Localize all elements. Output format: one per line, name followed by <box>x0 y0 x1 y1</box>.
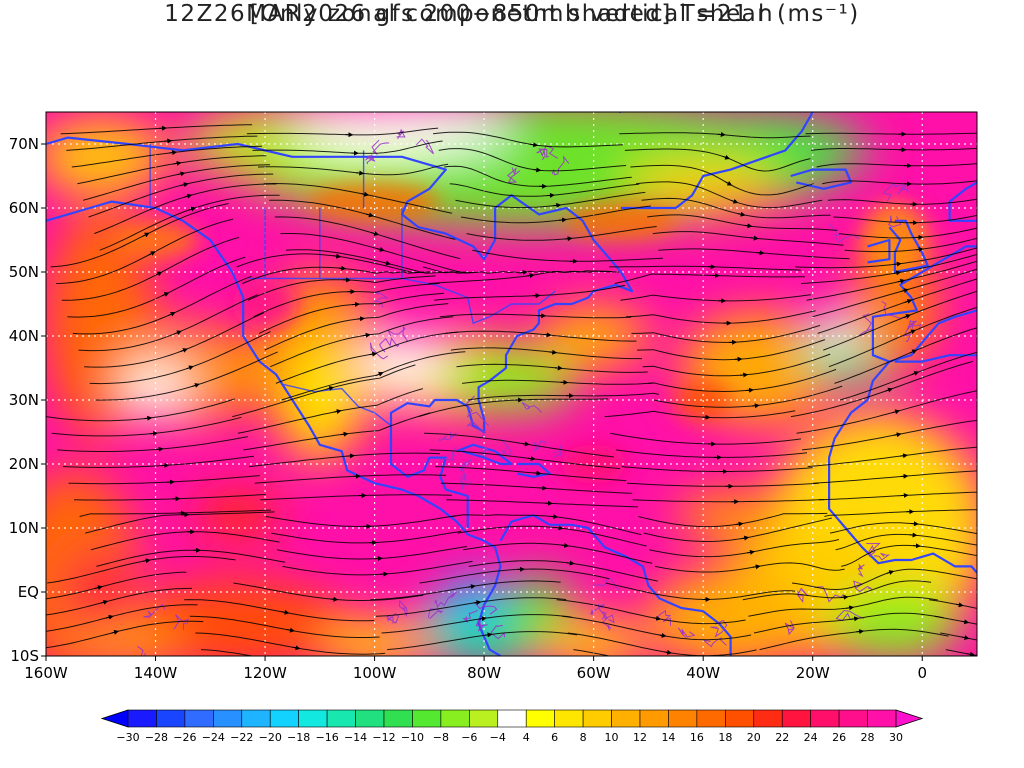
colorbar-label: −24 <box>202 731 225 744</box>
colorbar-swatch <box>696 709 726 728</box>
lat-tick-label: 60N <box>9 199 39 217</box>
colorbar-label: 22 <box>775 731 789 744</box>
colorbar-label: 20 <box>747 731 761 744</box>
colorbar-label: 4 <box>523 731 530 744</box>
colorbar-label: −22 <box>230 731 253 744</box>
colorbar-swatch <box>326 709 356 728</box>
colorbar-swatch <box>412 709 442 728</box>
lat-tick-label: 10N <box>9 519 39 537</box>
colorbar-label: 24 <box>804 731 818 744</box>
colorbar-swatch <box>241 709 271 728</box>
colorbar-swatch <box>298 709 328 728</box>
streamlines <box>46 124 977 656</box>
colorbar-label: 8 <box>580 731 587 744</box>
colorbar-label: −28 <box>145 731 168 744</box>
grid-lines <box>46 112 977 656</box>
colorbar-swatch <box>440 709 470 728</box>
colorbar-swatch <box>127 709 157 728</box>
colorbar-over-arrow <box>895 709 924 728</box>
colorbar-label: −18 <box>287 731 310 744</box>
lon-tick-label: 80W <box>467 664 501 682</box>
colorbar-swatch <box>582 709 612 728</box>
colorbar-label: 18 <box>718 731 732 744</box>
lat-tick-label: 30N <box>9 391 39 409</box>
colorbar: −30 −28 −26 −24 −22 −20 −18 −16 −14 −12 −10 −8 −6 −4 4… <box>100 709 924 744</box>
colorbar-label: −20 <box>259 731 282 744</box>
colorbar-under-arrow <box>100 709 129 728</box>
colorbar-swatch <box>753 709 783 728</box>
colorbar-swatch <box>269 709 299 728</box>
lat-tick-label: 20N <box>9 455 39 473</box>
colorbar-label: −10 <box>401 731 424 744</box>
colorbar-label: −26 <box>173 731 196 744</box>
colorbar-swatch <box>469 709 499 728</box>
colorbar-swatch <box>838 709 868 728</box>
colorbar-label: 16 <box>690 731 704 744</box>
colorbar-swatch <box>554 709 584 728</box>
colorbar-swatch <box>725 709 755 728</box>
colorbar-label: −30 <box>116 731 139 744</box>
lon-tick-label: 120W <box>243 664 287 682</box>
plot-area <box>46 112 977 656</box>
lat-tick-label: 10S <box>10 647 39 665</box>
colorbar-swatch <box>184 709 214 728</box>
colorbar-swatch <box>611 709 641 728</box>
colorbar-label: 14 <box>661 731 675 744</box>
colorbar-label: −8 <box>433 731 449 744</box>
lon-tick-label: 100W <box>353 664 397 682</box>
colorbar-label: 28 <box>861 731 875 744</box>
colorbar-swatch <box>355 709 385 728</box>
colorbar-swatch <box>383 709 413 728</box>
plot-frame <box>45 111 978 657</box>
colorbar-swatch <box>810 709 840 728</box>
lon-tick-label: 20W <box>796 664 830 682</box>
colorbar-label: 6 <box>551 731 558 744</box>
lat-tick-label: 50N <box>9 263 39 281</box>
colorbar-swatch <box>781 709 811 728</box>
colorbar-label: −6 <box>461 731 477 744</box>
lat-tick-label: 40N <box>9 327 39 345</box>
title-line-2: [Only zonal componetnt shaded] T=21 h <box>249 1 775 27</box>
lon-tick-label: 160W <box>24 664 68 682</box>
colorbar-label: −16 <box>316 731 339 744</box>
lon-tick-label: 140W <box>134 664 178 682</box>
colorbar-label: 26 <box>832 731 846 744</box>
colorbar-swatch <box>639 709 669 728</box>
colorbar-label: −14 <box>344 731 367 744</box>
colorbar-label: −4 <box>490 731 506 744</box>
lat-tick-label: EQ <box>18 583 39 601</box>
colorbar-label: −12 <box>372 731 395 744</box>
colorbar-swatch <box>156 709 186 728</box>
lat-tick-label: 70N <box>9 135 39 153</box>
colorbar-label: 30 <box>889 731 903 744</box>
colorbar-swatch <box>497 709 527 728</box>
lon-tick-label: 60W <box>577 664 611 682</box>
lon-tick-label: 0 <box>917 664 927 682</box>
lon-tick-label: 40W <box>686 664 720 682</box>
colorbar-swatch <box>668 709 698 728</box>
colorbar-swatch <box>867 709 897 728</box>
colorbar-label: 12 <box>633 731 647 744</box>
title-line-1: 12Z26MAR2026 gfs 200−850mb vertical shea… <box>164 1 860 27</box>
colorbar-swatch <box>213 709 243 728</box>
colorbar-label: 10 <box>605 731 619 744</box>
colorbar-swatch <box>525 709 555 728</box>
